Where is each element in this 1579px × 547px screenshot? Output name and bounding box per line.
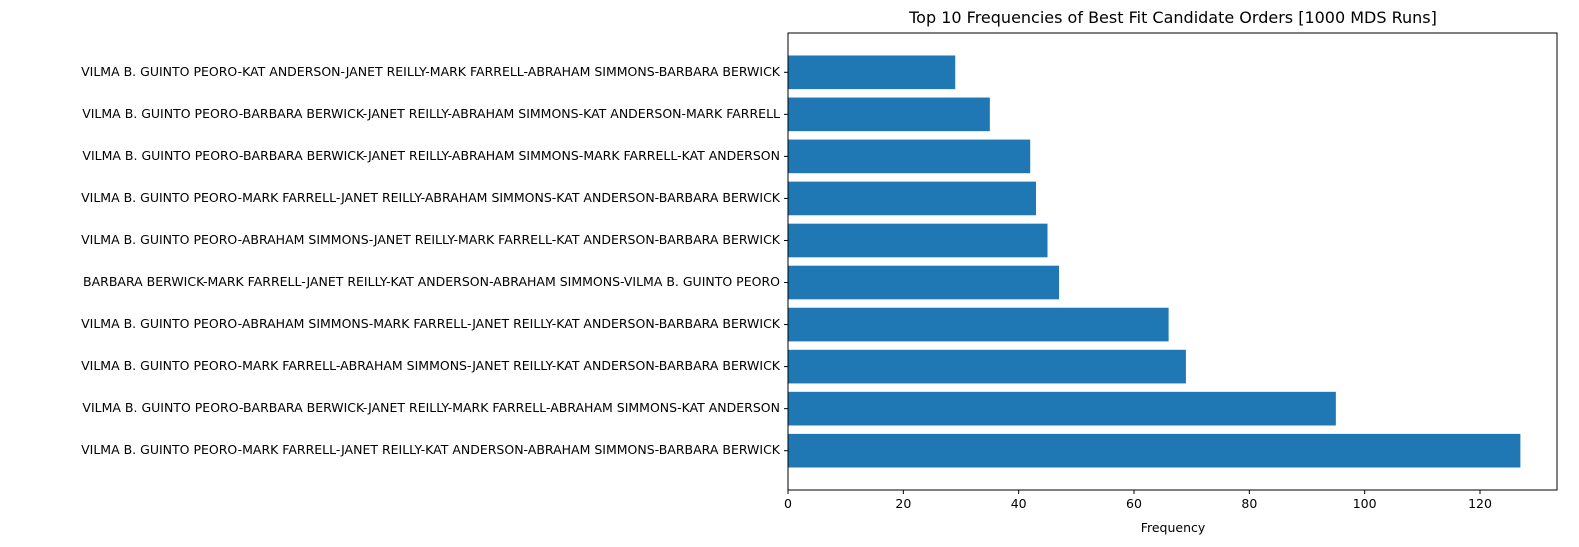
x-axis-label: Frequency <box>1141 520 1206 535</box>
bar <box>788 139 1031 174</box>
x-tick-label: 120 <box>1468 496 1492 511</box>
axes-frame <box>787 32 1558 491</box>
y-tick-label: BARBARA BERWICK-MARK FARRELL-JANET REILL… <box>83 274 780 289</box>
y-tick-label: VILMA B. GUINTO PEORO-MARK FARRELL-JANET… <box>81 442 781 457</box>
y-tick-label: VILMA B. GUINTO PEORO-ABRAHAM SIMMONS-JA… <box>81 232 781 247</box>
bar <box>788 349 1186 384</box>
bar <box>788 55 956 90</box>
plot-area: VILMA B. GUINTO PEORO-MARK FARRELL-JANET… <box>81 32 1558 511</box>
y-tick-label: VILMA B. GUINTO PEORO-MARK FARRELL-JANET… <box>81 190 781 205</box>
x-tick-label: 100 <box>1353 496 1377 511</box>
x-tick-label: 80 <box>1241 496 1257 511</box>
bar <box>788 223 1048 258</box>
bar <box>788 391 1336 426</box>
y-tick-label: VILMA B. GUINTO PEORO-ABRAHAM SIMMONS-MA… <box>81 316 781 331</box>
y-tick-label: VILMA B. GUINTO PEORO-BARBARA BERWICK-JA… <box>82 106 780 121</box>
x-tick-label: 60 <box>1126 496 1142 511</box>
y-tick-label: VILMA B. GUINTO PEORO-BARBARA BERWICK-JA… <box>82 400 780 415</box>
chart-title: Top 10 Frequencies of Best Fit Candidate… <box>908 8 1437 27</box>
y-tick-label: VILMA B. GUINTO PEORO-KAT ANDERSON-JANET… <box>81 64 781 79</box>
y-tick-label: VILMA B. GUINTO PEORO-MARK FARRELL-ABRAH… <box>81 358 781 373</box>
bar <box>788 433 1521 468</box>
x-tick-label: 0 <box>784 496 792 511</box>
bar <box>788 97 990 132</box>
x-tick-label: 40 <box>1011 496 1027 511</box>
x-tick-label: 20 <box>895 496 911 511</box>
bar <box>788 265 1060 300</box>
y-tick-label: VILMA B. GUINTO PEORO-BARBARA BERWICK-JA… <box>82 148 780 163</box>
bar <box>788 181 1036 216</box>
bar <box>788 307 1169 342</box>
